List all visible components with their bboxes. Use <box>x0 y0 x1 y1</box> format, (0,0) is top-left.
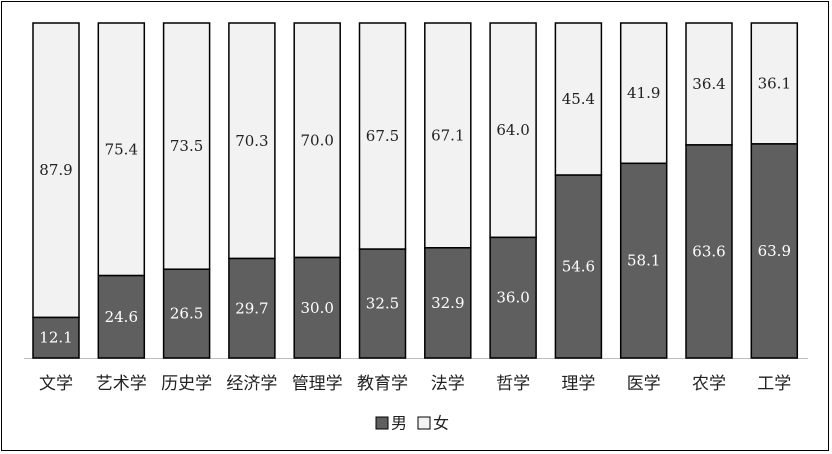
data-label-male-7: 36.0 <box>496 289 529 307</box>
bar-female-3 <box>228 22 276 260</box>
legend-swatch-0 <box>375 416 389 430</box>
x-tick-label-7: 哲学 <box>496 374 530 394</box>
bar-male-7 <box>489 236 537 359</box>
x-tick-label-6: 法学 <box>431 374 465 394</box>
x-tick-label-8: 理学 <box>561 374 595 394</box>
legend-label-0: 男 <box>391 414 407 433</box>
data-label-female-6: 67.1 <box>431 126 464 144</box>
bar-female-8 <box>554 22 603 176</box>
x-tick-label-3: 经济学 <box>226 374 277 394</box>
bar-female-10 <box>685 22 733 146</box>
bar-male-10 <box>685 144 733 359</box>
bar-male-0 <box>32 316 80 359</box>
bar-male-4 <box>293 256 341 359</box>
x-tick-label-4: 管理学 <box>292 374 343 394</box>
bar-male-8 <box>554 174 603 359</box>
data-label-male-11: 63.9 <box>758 242 791 260</box>
bar-male-1 <box>97 274 146 359</box>
x-tick-label-11: 工学 <box>757 374 791 394</box>
bar-female-6 <box>424 22 472 249</box>
x-tick-label-5: 教育学 <box>357 374 408 394</box>
data-label-male-10: 63.6 <box>692 242 725 260</box>
data-label-female-11: 36.1 <box>758 74 791 92</box>
bar-female-4 <box>293 22 341 259</box>
bar-female-1 <box>97 22 146 277</box>
bar-male-9 <box>619 162 668 359</box>
x-tick-label-9: 医学 <box>627 374 661 394</box>
bar-female-11 <box>750 22 799 145</box>
data-label-male-9: 58.1 <box>627 252 660 270</box>
data-label-female-8: 45.4 <box>562 90 595 108</box>
legend: 男女 <box>375 414 449 433</box>
data-label-male-2: 26.5 <box>170 305 203 323</box>
x-tick-label-0: 文学 <box>39 374 73 394</box>
bar-female-0 <box>32 22 80 319</box>
bar-male-11 <box>750 143 799 359</box>
bar-male-3 <box>228 257 276 359</box>
data-label-male-1: 24.6 <box>105 308 138 326</box>
data-label-male-4: 30.0 <box>300 299 333 317</box>
data-label-female-9: 41.9 <box>627 84 660 102</box>
data-label-female-0: 87.9 <box>39 161 72 179</box>
data-label-male-0: 12.1 <box>39 329 72 347</box>
data-label-male-3: 29.7 <box>235 299 268 317</box>
data-label-female-3: 70.3 <box>235 132 268 150</box>
bar-male-5 <box>358 248 407 359</box>
x-tick-label-10: 农学 <box>692 374 726 394</box>
bar-male-2 <box>162 268 211 359</box>
data-label-male-8: 54.6 <box>562 258 595 276</box>
data-label-female-2: 73.5 <box>170 137 203 155</box>
data-label-female-5: 67.5 <box>366 127 399 145</box>
x-tick-label-2: 历史学 <box>161 374 212 394</box>
data-label-male-5: 32.5 <box>366 295 399 313</box>
x-tick-label-1: 艺术学 <box>96 374 147 394</box>
bar-male-6 <box>424 247 472 359</box>
data-label-female-1: 75.4 <box>105 140 138 158</box>
bar-female-5 <box>358 22 407 250</box>
data-label-male-6: 32.9 <box>431 294 464 312</box>
bar-female-2 <box>162 22 211 270</box>
data-label-female-4: 70.0 <box>300 131 333 149</box>
legend-swatch-1 <box>417 416 431 430</box>
data-label-female-7: 64.0 <box>496 121 529 139</box>
legend-label-1: 女 <box>433 414 449 433</box>
data-label-female-10: 36.4 <box>692 75 725 93</box>
